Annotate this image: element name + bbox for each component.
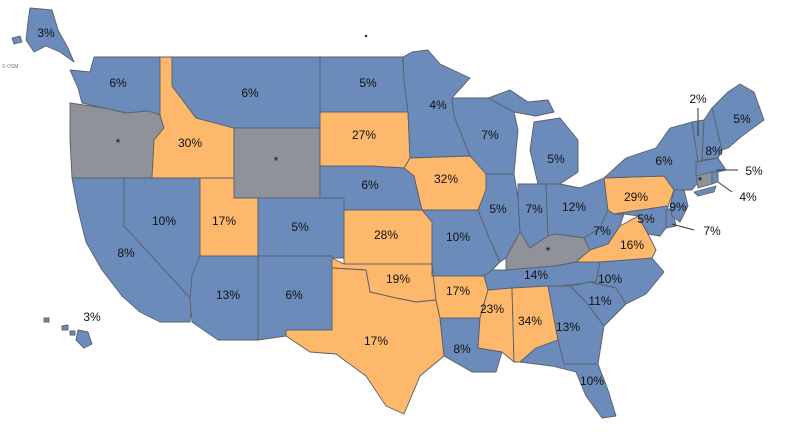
label-OR: * xyxy=(116,136,121,150)
label-KY: * xyxy=(546,244,551,258)
label-PA: 29% xyxy=(624,190,648,204)
map-dot xyxy=(364,34,368,38)
label-KS: 28% xyxy=(374,228,398,242)
label-CT: * xyxy=(698,174,703,188)
label-ND: 5% xyxy=(359,76,377,90)
label-AL: 34% xyxy=(518,314,542,328)
label-FL: 10% xyxy=(580,374,604,388)
label-MS: 23% xyxy=(480,302,504,316)
label-OK: 19% xyxy=(386,272,410,286)
state-AK[interactable] xyxy=(25,7,75,63)
label-NH: 8% xyxy=(705,144,723,158)
state-DE[interactable] xyxy=(665,207,677,229)
label-MD: 5% xyxy=(637,212,655,226)
label-AR: 17% xyxy=(446,284,470,298)
label-NM: 6% xyxy=(285,288,303,302)
leader-RI xyxy=(717,181,733,193)
label-MO: 10% xyxy=(446,230,470,244)
label-SC: 11% xyxy=(588,294,611,308)
label-ID: 30% xyxy=(178,136,202,150)
label-NJ: 9% xyxy=(669,200,687,214)
label-WI: 7% xyxy=(481,128,499,142)
state-MI[interactable] xyxy=(529,117,579,185)
label-NE: 6% xyxy=(361,178,379,192)
label-IA: 32% xyxy=(434,172,458,186)
label-VT: 2% xyxy=(689,92,707,106)
state-TX[interactable] xyxy=(285,267,445,415)
label-IL: 5% xyxy=(489,202,507,216)
state-AK-islands xyxy=(11,35,23,45)
state-ME[interactable] xyxy=(711,83,765,151)
label-WY: * xyxy=(274,154,279,168)
state-MI-upper xyxy=(487,89,555,117)
label-GA: 13% xyxy=(556,320,580,334)
label-MA: 5% xyxy=(745,164,763,178)
state-FL[interactable] xyxy=(519,339,617,419)
state-HI-isl3 xyxy=(69,330,76,336)
label-VA: 16% xyxy=(620,238,644,252)
label-NC: 10% xyxy=(598,272,622,286)
leader-DE xyxy=(671,223,695,231)
state-NJ[interactable] xyxy=(669,189,689,223)
state-HI-isl2 xyxy=(43,317,50,323)
label-TN: 14% xyxy=(524,268,548,282)
label-RI: 4% xyxy=(739,190,757,204)
label-AZ: 13% xyxy=(216,288,240,302)
state-HI[interactable] xyxy=(75,329,93,349)
label-CA: 8% xyxy=(117,246,135,260)
label-SD: 27% xyxy=(352,128,376,142)
state-HI-isl1 xyxy=(61,324,69,331)
state-RI[interactable] xyxy=(711,171,719,185)
label-HI: 3% xyxy=(83,310,101,324)
label-TX: 17% xyxy=(364,334,388,348)
label-NY: 6% xyxy=(655,154,673,168)
label-UT: 17% xyxy=(212,214,236,228)
label-ME: 5% xyxy=(733,112,751,126)
label-CO: 5% xyxy=(291,220,309,234)
map-credit: © OSM xyxy=(2,63,18,70)
label-DE: 7% xyxy=(703,224,721,238)
label-LA: 8% xyxy=(453,342,471,356)
label-MT: 6% xyxy=(241,86,259,100)
label-MI: 5% xyxy=(547,152,565,166)
label-NV: 10% xyxy=(152,214,176,228)
label-OH: 12% xyxy=(562,200,586,214)
label-IN: 7% xyxy=(525,202,543,216)
label-MN: 4% xyxy=(429,98,447,112)
state-IL[interactable] xyxy=(477,173,521,263)
label-WV: 7% xyxy=(593,224,611,238)
label-WA: 6% xyxy=(109,76,127,90)
state-NY-li xyxy=(693,185,717,197)
label-AK: 3% xyxy=(37,26,55,40)
state-NH[interactable] xyxy=(701,107,723,161)
